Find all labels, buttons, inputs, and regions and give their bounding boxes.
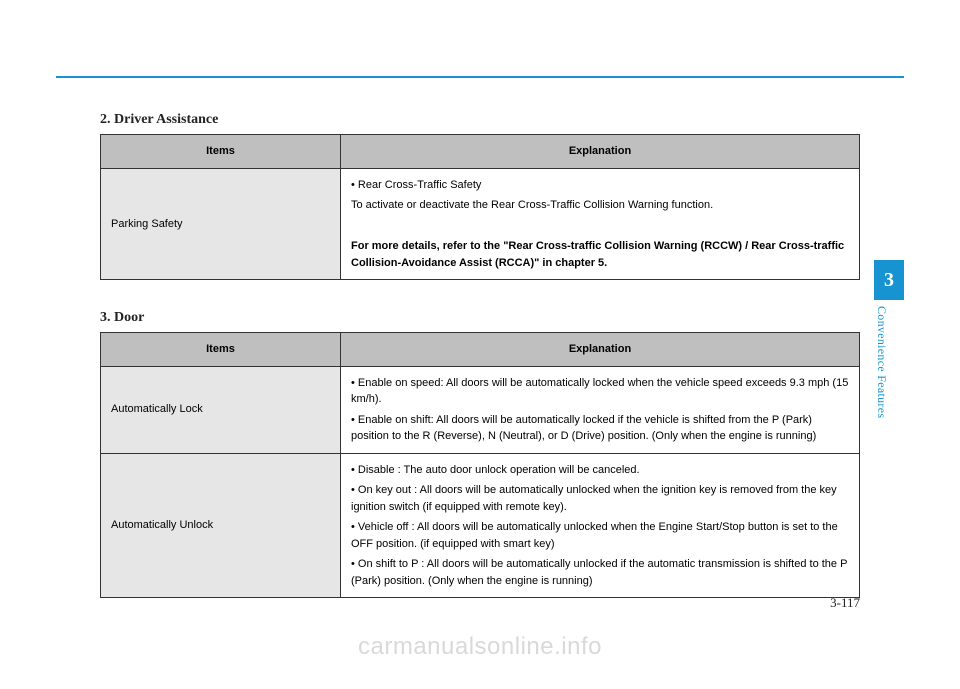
table-header-row: Items Explanation [101, 333, 860, 367]
top-divider [56, 76, 904, 78]
bullet-text: • On shift to P : All doors will be auto… [351, 556, 849, 589]
item-cell-auto-lock: Automatically Lock [101, 366, 341, 453]
section-heading-door: 3. Door [100, 310, 860, 326]
watermark-text: carmanualsonline.info [0, 633, 960, 661]
table-row: Automatically Lock • Enable on speed: Al… [101, 366, 860, 453]
item-cell-parking-safety: Parking Safety [101, 168, 341, 280]
chapter-side-tab: 3 Convenience Features [874, 260, 904, 466]
col-header-items: Items [101, 135, 341, 169]
col-header-items: Items [101, 333, 341, 367]
bullet-text: • Disable : The auto door unlock operati… [351, 462, 849, 479]
note-bold: For more details, refer to the "Rear Cro… [351, 238, 849, 271]
page-content: 2. Driver Assistance Items Explanation P… [100, 112, 860, 598]
chapter-number-badge: 3 [874, 260, 904, 300]
col-header-explanation: Explanation [341, 333, 860, 367]
section-heading-driver-assistance: 2. Driver Assistance [100, 112, 860, 128]
explanation-cell: • Rear Cross-Traffic Safety To activate … [341, 168, 860, 280]
manual-page: 2. Driver Assistance Items Explanation P… [0, 0, 960, 689]
page-number: 3-117 [830, 595, 860, 611]
col-header-explanation: Explanation [341, 135, 860, 169]
bullet-text: • On key out : All doors will be automat… [351, 482, 849, 515]
table-row: Automatically Unlock • Disable : The aut… [101, 453, 860, 598]
bullet-text: • Enable on speed: All doors will be aut… [351, 375, 849, 408]
chapter-label-vertical: Convenience Features [874, 306, 889, 466]
table-door: Items Explanation Automatically Lock • E… [100, 332, 860, 598]
table-header-row: Items Explanation [101, 135, 860, 169]
item-cell-auto-unlock: Automatically Unlock [101, 453, 341, 598]
bullet-text: • Vehicle off : All doors will be automa… [351, 519, 849, 552]
explanation-cell: • Disable : The auto door unlock operati… [341, 453, 860, 598]
table-driver-assistance: Items Explanation Parking Safety • Rear … [100, 134, 860, 280]
bullet-text: • Enable on shift: All doors will be aut… [351, 412, 849, 445]
explanation-cell: • Enable on speed: All doors will be aut… [341, 366, 860, 453]
table-row: Parking Safety • Rear Cross-Traffic Safe… [101, 168, 860, 280]
bullet-subtext: To activate or deactivate the Rear Cross… [351, 197, 849, 214]
bullet-text: • Rear Cross-Traffic Safety [351, 177, 849, 194]
